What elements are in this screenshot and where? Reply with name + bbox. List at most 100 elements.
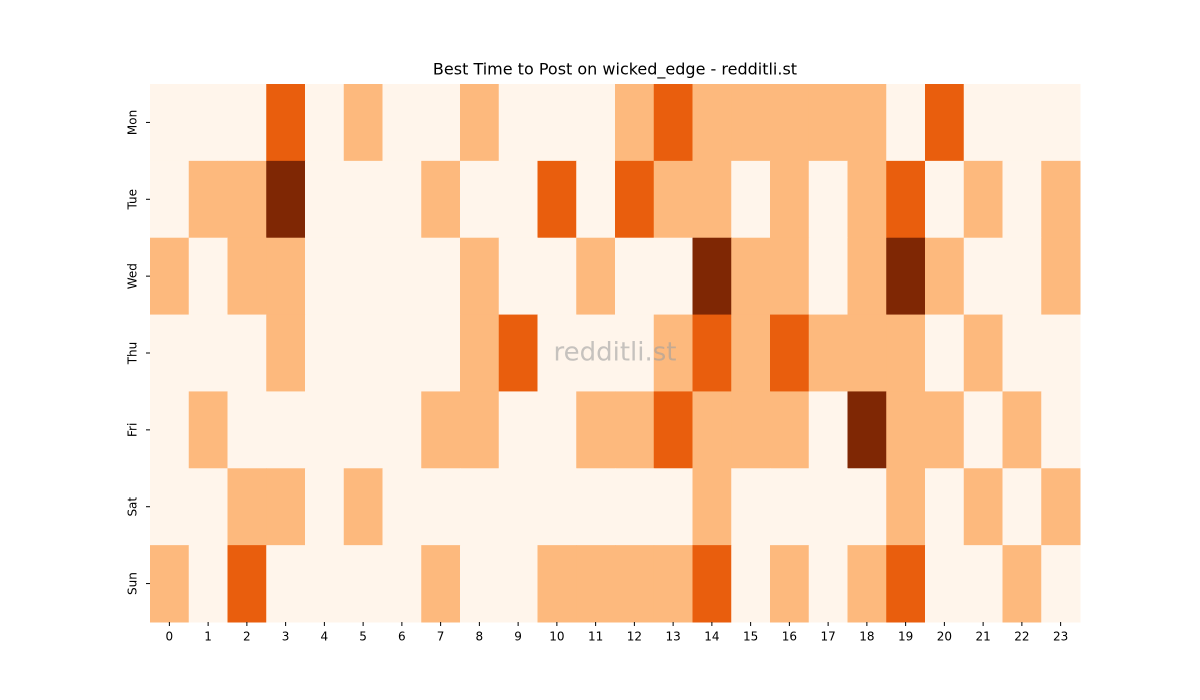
cell	[731, 237, 771, 316]
cell	[305, 314, 345, 392]
cell	[1002, 391, 1042, 469]
cell	[692, 468, 732, 546]
cell	[150, 391, 190, 469]
cell	[615, 468, 655, 546]
cell	[847, 391, 887, 469]
cell	[498, 237, 538, 316]
cell	[1041, 160, 1081, 239]
cell	[808, 545, 848, 623]
y-tick-label: Thu	[126, 342, 140, 366]
cell	[770, 314, 810, 392]
cell	[653, 84, 693, 162]
cell	[537, 391, 577, 469]
cell	[1041, 237, 1081, 316]
cell	[227, 160, 267, 239]
x-tick-label: 19	[898, 630, 913, 644]
cell	[1041, 391, 1081, 469]
cell	[150, 84, 190, 162]
cell	[886, 237, 926, 316]
x-tick-label: 8	[476, 630, 484, 644]
cell	[382, 468, 422, 546]
cell	[576, 84, 616, 162]
cell	[188, 84, 228, 162]
cell	[421, 468, 461, 546]
cell	[925, 84, 965, 162]
cell	[770, 545, 810, 623]
cell	[343, 237, 383, 316]
cell	[188, 160, 228, 239]
x-tick-label: 7	[437, 630, 445, 644]
watermark: redditli.st	[554, 338, 677, 368]
cell	[1002, 160, 1042, 239]
cell	[305, 545, 345, 623]
cell	[266, 84, 306, 162]
cell	[653, 545, 693, 623]
cell	[963, 468, 1003, 546]
cell	[305, 468, 345, 546]
cell	[498, 468, 538, 546]
cell	[305, 84, 345, 162]
cell	[963, 545, 1003, 623]
cell	[886, 468, 926, 546]
cell	[886, 84, 926, 162]
cell	[537, 468, 577, 546]
cell	[576, 391, 616, 469]
x-tick-label: 15	[743, 630, 758, 644]
cell	[498, 160, 538, 239]
cell	[382, 237, 422, 316]
cell	[808, 237, 848, 316]
cell	[886, 314, 926, 392]
cell	[925, 391, 965, 469]
cell	[731, 545, 771, 623]
cell	[1041, 314, 1081, 392]
cell	[227, 391, 267, 469]
x-tick-label: 12	[627, 630, 642, 644]
cell	[421, 314, 461, 392]
cell	[886, 160, 926, 239]
cell	[498, 314, 538, 392]
cell	[653, 468, 693, 546]
cell	[731, 84, 771, 162]
cell	[692, 314, 732, 392]
cell	[653, 160, 693, 239]
cell	[382, 391, 422, 469]
cell	[847, 160, 887, 239]
cell	[731, 391, 771, 469]
cell	[498, 391, 538, 469]
cell	[227, 314, 267, 392]
cell	[343, 391, 383, 469]
chart-title: Best Time to Post on wicked_edge - reddi…	[433, 60, 797, 80]
cell	[770, 160, 810, 239]
cell	[343, 468, 383, 546]
cell	[808, 468, 848, 546]
x-tick-label: 14	[704, 630, 719, 644]
cell	[1002, 545, 1042, 623]
cell	[576, 314, 616, 392]
x-tick-label: 18	[859, 630, 874, 644]
cell	[150, 545, 190, 623]
cell	[1002, 237, 1042, 316]
cell	[925, 237, 965, 316]
cell	[692, 391, 732, 469]
cell	[227, 468, 267, 546]
y-tick-label: Fri	[126, 423, 140, 437]
cell	[421, 160, 461, 239]
x-tick-label: 21	[975, 630, 990, 644]
cell	[188, 237, 228, 316]
cell	[615, 84, 655, 162]
cell	[692, 545, 732, 623]
cell	[692, 160, 732, 239]
x-tick-label: 0	[166, 630, 174, 644]
cell	[460, 545, 500, 623]
x-tick-label: 5	[359, 630, 367, 644]
cell	[963, 160, 1003, 239]
x-tick-label: 10	[549, 630, 564, 644]
cell	[692, 84, 732, 162]
x-tick-label: 22	[1014, 630, 1029, 644]
cell	[847, 545, 887, 623]
cell	[925, 545, 965, 623]
cell	[692, 237, 732, 316]
cell	[188, 468, 228, 546]
cell	[770, 391, 810, 469]
